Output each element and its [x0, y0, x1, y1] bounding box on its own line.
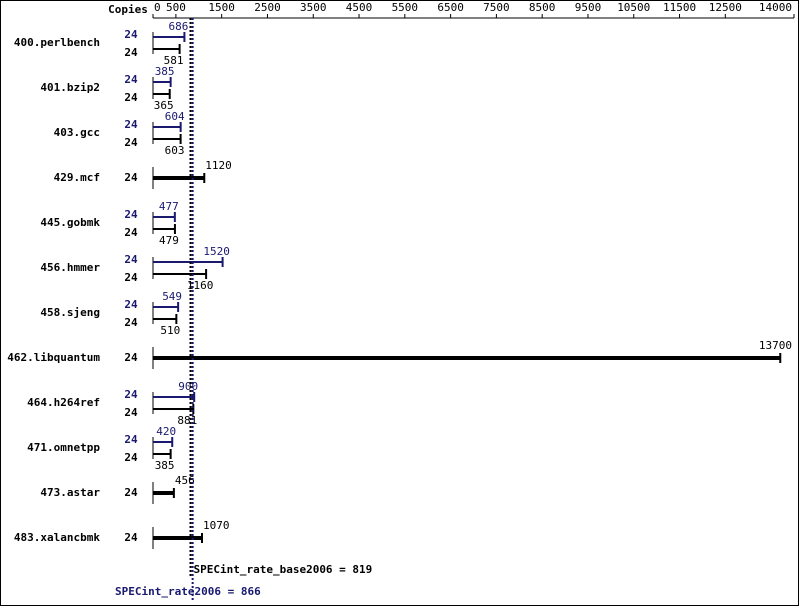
benchmark-label: 429.mcf	[54, 171, 100, 184]
value-label: 13700	[759, 339, 792, 352]
benchmark-label: 464.h264ref	[27, 396, 100, 409]
x-tick-label: 11500	[663, 1, 696, 14]
benchmark-label: 473.astar	[40, 486, 100, 499]
copies-label: 24	[124, 226, 138, 239]
x-tick-label: 14000	[759, 1, 792, 14]
benchmark-label: 400.perlbench	[14, 36, 100, 49]
x-tick-label: 3500	[300, 1, 327, 14]
copies-label: 24	[124, 433, 138, 446]
value-label: 1070	[203, 519, 230, 532]
value-label: 385	[155, 65, 175, 78]
value-label: 385	[155, 459, 175, 472]
copies-label: 24	[124, 118, 138, 131]
copies-label: 24	[124, 136, 138, 149]
value-label: 549	[162, 290, 182, 303]
benchmark-label: 445.gobmk	[40, 216, 100, 229]
benchmark-label: 483.xalancbmk	[14, 531, 100, 544]
x-tick-label: 500	[166, 1, 186, 14]
benchmark-label: 471.omnetpp	[27, 441, 100, 454]
copies-label: 24	[124, 28, 138, 41]
copies-label: 24	[124, 531, 138, 544]
x-tick-label: 6500	[437, 1, 464, 14]
copies-label: 24	[124, 316, 138, 329]
value-label: 881	[177, 414, 197, 427]
x-tick-label: 2500	[254, 1, 281, 14]
x-tick-label: 1500	[208, 1, 235, 14]
copies-label: 24	[124, 388, 138, 401]
copies-label: 24	[124, 451, 138, 464]
value-label: 477	[159, 200, 179, 213]
copies-label: 24	[124, 486, 138, 499]
value-label: 365	[154, 99, 174, 112]
value-label: 479	[159, 234, 179, 247]
benchmark-label: 456.hmmer	[40, 261, 100, 274]
copies-label: 24	[124, 91, 138, 104]
reference-label: SPECint_rate2006 = 866	[115, 585, 261, 598]
x-tick-label: 10500	[617, 1, 650, 14]
benchmark-label: 462.libquantum	[7, 351, 100, 364]
copies-label: 24	[124, 208, 138, 221]
x-tick-label: 12500	[709, 1, 742, 14]
copies-label: 24	[124, 73, 138, 86]
copies-label: 24	[124, 271, 138, 284]
value-label: 420	[156, 425, 176, 438]
benchmark-label: 458.sjeng	[40, 306, 100, 319]
value-label: 1120	[205, 159, 232, 172]
copies-label: 24	[124, 171, 138, 184]
benchmark-label: 401.bzip2	[40, 81, 100, 94]
value-label: 581	[164, 54, 184, 67]
value-label: 1520	[203, 245, 230, 258]
x-tick-label: 5500	[392, 1, 419, 14]
value-label: 510	[160, 324, 180, 337]
x-tick-label: 9500	[575, 1, 602, 14]
copies-header: Copies	[108, 3, 148, 16]
value-label: 603	[165, 144, 185, 157]
copies-label: 24	[124, 46, 138, 59]
copies-label: 24	[124, 298, 138, 311]
benchmark-label: 403.gcc	[54, 126, 100, 139]
x-tick-label: 0	[154, 1, 161, 14]
x-tick-label: 4500	[346, 1, 373, 14]
value-label: 604	[165, 110, 185, 123]
copies-label: 24	[124, 351, 138, 364]
reference-label: SPECint_rate_base2006 = 819	[193, 563, 372, 576]
x-tick-label: 7500	[483, 1, 510, 14]
value-label: 900	[178, 380, 198, 393]
copies-label: 24	[124, 253, 138, 266]
value-label: 686	[168, 20, 188, 33]
copies-label: 24	[124, 406, 138, 419]
x-tick-label: 8500	[529, 1, 556, 14]
